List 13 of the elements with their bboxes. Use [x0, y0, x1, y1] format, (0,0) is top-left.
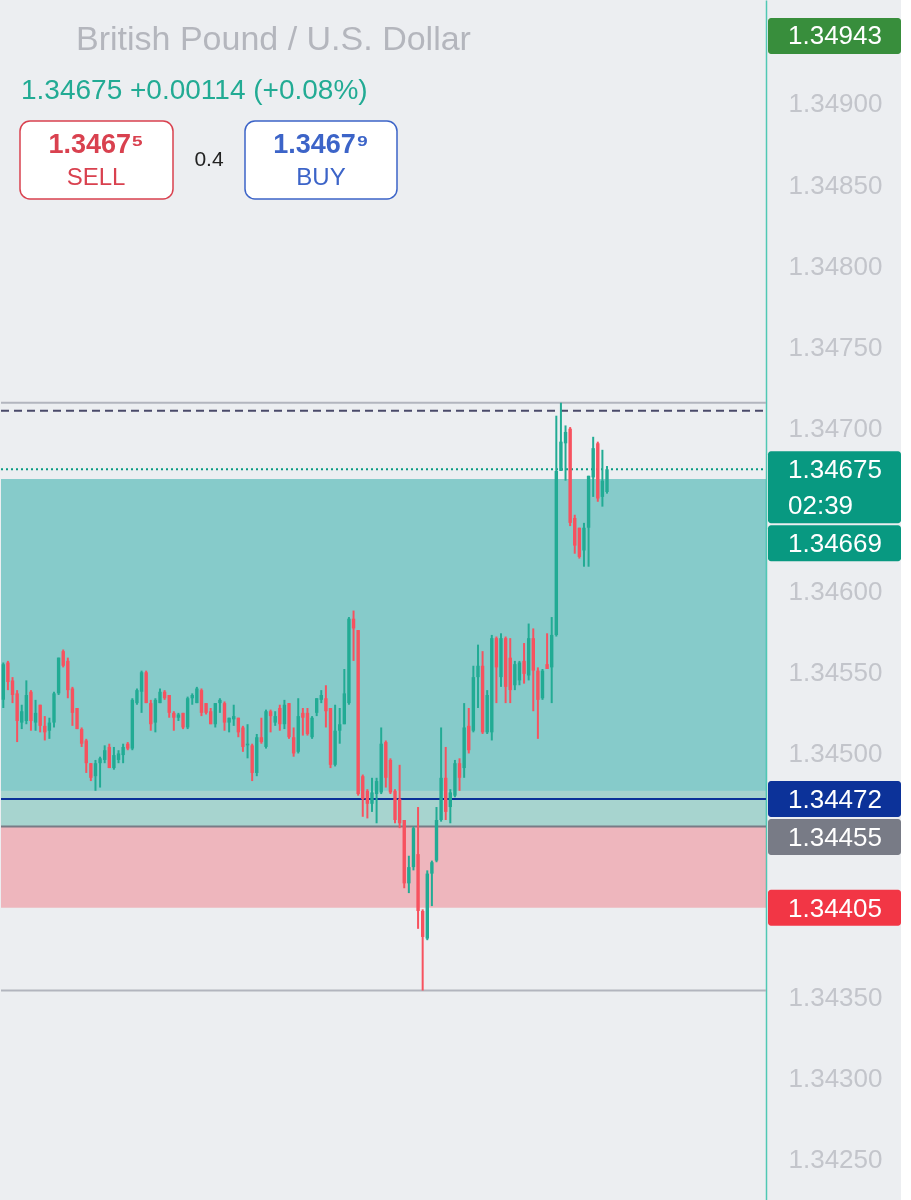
text: British Pound / U.S. Dollar	[76, 19, 471, 57]
ref-line-label: 1.34472	[788, 783, 882, 814]
text: 1.34943	[788, 20, 882, 50]
annotation: 1.3467⁹	[273, 129, 369, 159]
annotation: 1.3467⁵	[48, 129, 144, 159]
text: 1.34675 +0.00114 (+0.08%)	[21, 74, 368, 105]
ref-line-label: 1.34675 02:39	[788, 454, 882, 521]
annotation: SELL	[66, 163, 126, 190]
ref-line-label: 1.34455	[788, 821, 882, 852]
annotation: BUY	[296, 163, 346, 190]
band-label: 1.34669	[788, 528, 882, 559]
annotation: 0.4	[194, 147, 224, 170]
band-label: 1.34405	[788, 892, 882, 923]
